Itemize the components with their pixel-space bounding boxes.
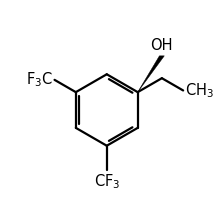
Text: OH: OH [151,38,173,53]
Text: F$_3$C: F$_3$C [26,70,53,89]
Text: CF$_3$: CF$_3$ [94,172,120,191]
Text: CH$_3$: CH$_3$ [185,81,214,100]
Polygon shape [138,56,164,92]
